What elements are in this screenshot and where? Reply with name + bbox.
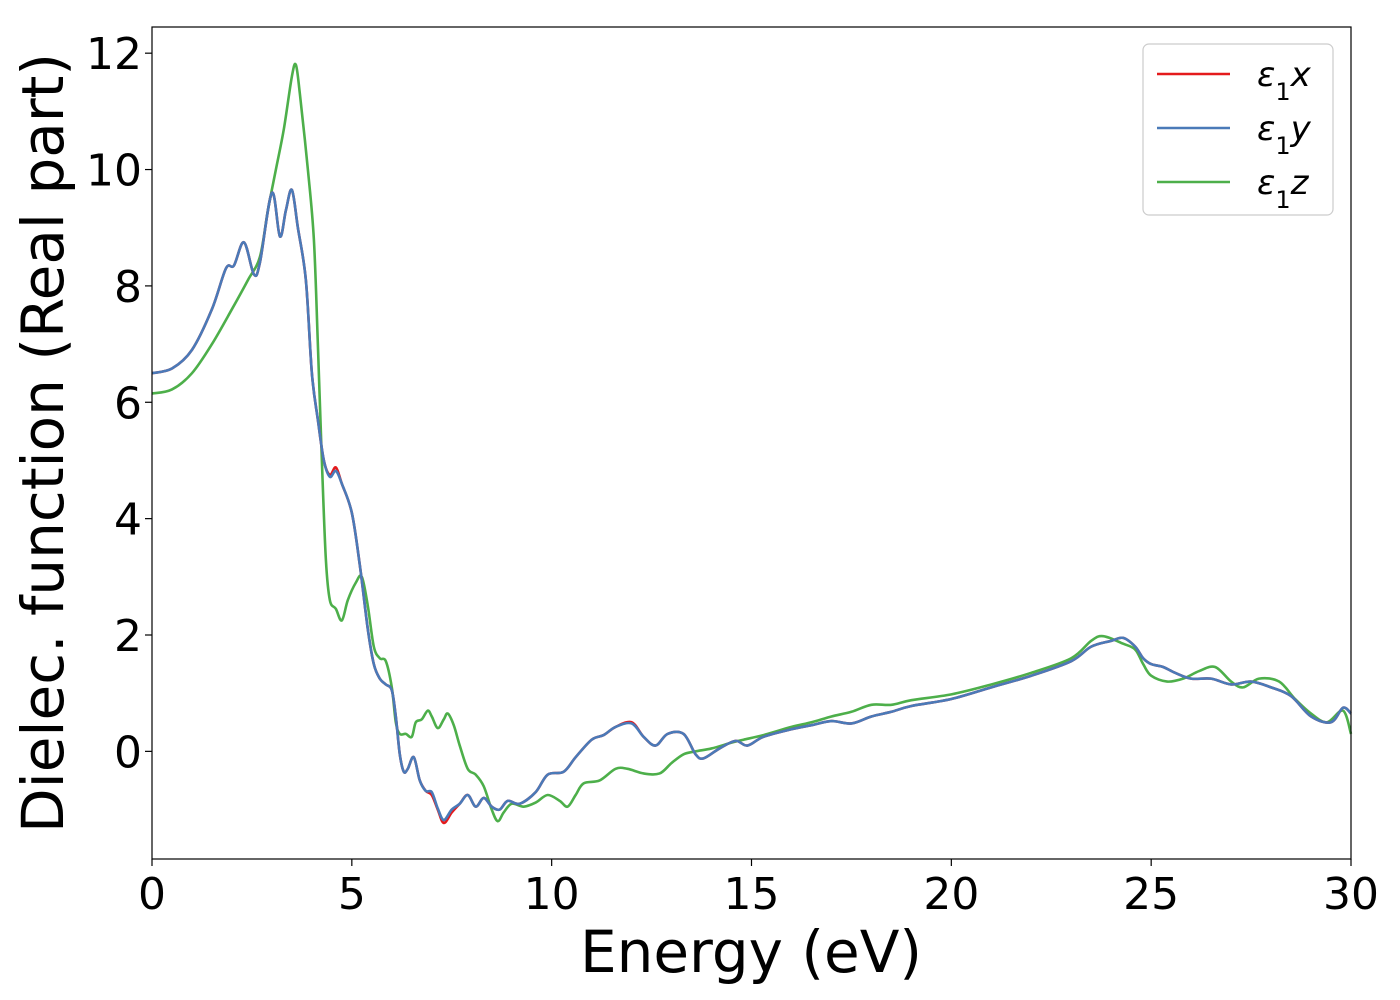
x-axis: 0 5 10 15 20 25 30 bbox=[138, 859, 1379, 920]
y-tick-label: 0 bbox=[114, 727, 142, 778]
x-tick-label: 0 bbox=[138, 869, 166, 920]
y-tick-label: 12 bbox=[86, 29, 142, 80]
y-axis-title: Dielec. function (Real part) bbox=[9, 53, 77, 833]
y-tick-label: 8 bbox=[114, 262, 142, 313]
series-layer bbox=[151, 62, 1353, 825]
legend-label-x: ε1x bbox=[1257, 55, 1312, 106]
x-tick-label: 20 bbox=[923, 869, 979, 920]
x-axis-title: Energy (eV) bbox=[580, 918, 922, 986]
y-tick-label: 4 bbox=[114, 495, 142, 546]
x-tick-label: 30 bbox=[1323, 869, 1379, 920]
series-line-z bbox=[151, 62, 1353, 823]
legend-box bbox=[1142, 43, 1334, 216]
y-tick-label: 2 bbox=[114, 611, 142, 662]
legend-label-z: ε1z bbox=[1257, 163, 1310, 214]
series-line-y bbox=[151, 188, 1352, 822]
x-tick-label: 25 bbox=[1123, 869, 1179, 920]
y-tick-label: 6 bbox=[114, 378, 142, 429]
y-tick-label: 10 bbox=[86, 146, 142, 197]
x-tick-label: 10 bbox=[524, 869, 580, 920]
x-tick-label: 15 bbox=[724, 869, 780, 920]
x-tick-label: 5 bbox=[338, 869, 366, 920]
legend-label-y: ε1y bbox=[1257, 109, 1312, 160]
y-axis: 0 2 4 6 8 10 12 bbox=[86, 29, 152, 778]
